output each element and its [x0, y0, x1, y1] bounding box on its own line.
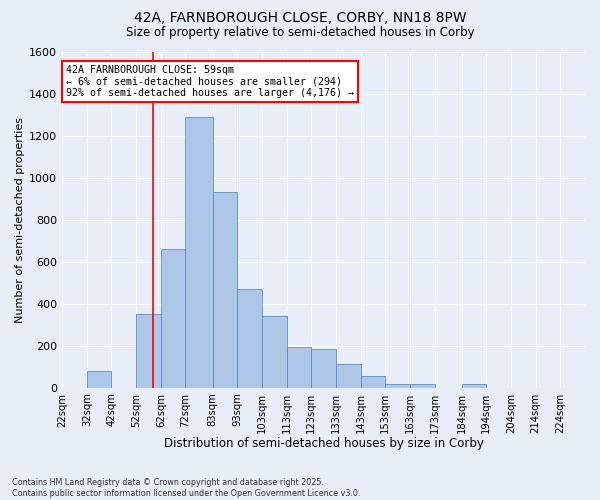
- Bar: [336, 364, 361, 388]
- Bar: [136, 314, 161, 388]
- Bar: [385, 384, 410, 388]
- Bar: [185, 116, 212, 388]
- Bar: [311, 349, 336, 388]
- Bar: [87, 371, 112, 388]
- Bar: [410, 384, 434, 388]
- Bar: [237, 289, 262, 388]
- Bar: [262, 316, 287, 388]
- Y-axis label: Number of semi-detached properties: Number of semi-detached properties: [15, 116, 25, 322]
- Bar: [212, 192, 237, 388]
- X-axis label: Distribution of semi-detached houses by size in Corby: Distribution of semi-detached houses by …: [164, 437, 484, 450]
- Bar: [461, 384, 487, 388]
- Text: Contains HM Land Registry data © Crown copyright and database right 2025.
Contai: Contains HM Land Registry data © Crown c…: [12, 478, 361, 498]
- Text: 42A FARNBOROUGH CLOSE: 59sqm
← 6% of semi-detached houses are smaller (294)
92% : 42A FARNBOROUGH CLOSE: 59sqm ← 6% of sem…: [66, 65, 354, 98]
- Text: 42A, FARNBOROUGH CLOSE, CORBY, NN18 8PW: 42A, FARNBOROUGH CLOSE, CORBY, NN18 8PW: [134, 11, 466, 25]
- Bar: [161, 249, 185, 388]
- Bar: [287, 346, 311, 388]
- Text: Size of property relative to semi-detached houses in Corby: Size of property relative to semi-detach…: [125, 26, 475, 39]
- Bar: [361, 376, 385, 388]
